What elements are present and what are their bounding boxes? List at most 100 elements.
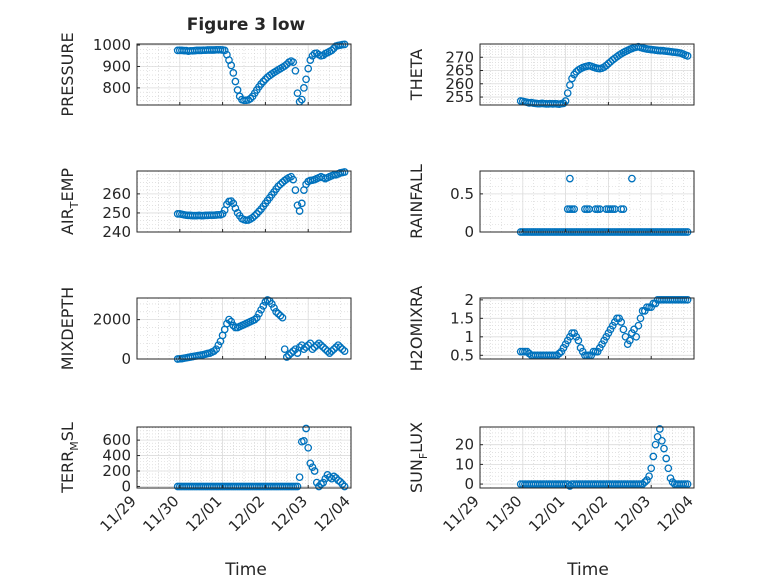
data-point — [647, 464, 656, 473]
data-point — [300, 345, 308, 354]
data-point — [300, 84, 308, 92]
data-point — [306, 56, 315, 64]
data-point — [340, 168, 349, 176]
axes-frame — [479, 43, 695, 106]
data-point — [587, 351, 596, 360]
data-point — [653, 432, 662, 441]
data-point — [229, 199, 238, 208]
y-axis-label: PRESSURE — [58, 32, 77, 116]
y-tick-label: 0.5 — [450, 346, 474, 364]
data-point — [617, 318, 626, 326]
y-tick-label: 600 — [102, 431, 131, 449]
data-point — [272, 307, 280, 316]
y-axis-label: H2OMIXRA — [407, 286, 426, 372]
data-point — [252, 313, 261, 322]
data-point — [274, 309, 283, 318]
data-point — [576, 344, 585, 352]
data-point — [295, 473, 304, 482]
data-point — [227, 197, 236, 205]
data-point — [566, 81, 574, 89]
data-point — [229, 69, 238, 77]
figure-title: Figure 3 low — [187, 15, 306, 35]
y-axis-label: TERRMSL — [58, 422, 81, 494]
data-point — [568, 329, 576, 337]
data-point — [681, 295, 690, 304]
data-point — [662, 454, 671, 463]
data-point — [585, 351, 593, 360]
y-tick-label: 2000 — [93, 311, 131, 329]
data-point — [325, 349, 334, 357]
y-axis-label: AIRTEMP — [58, 168, 81, 235]
data-point — [604, 59, 613, 68]
data-point — [649, 452, 658, 461]
data-point — [563, 89, 572, 97]
data-point — [291, 66, 300, 75]
data-point — [276, 180, 285, 189]
data-point — [291, 186, 300, 194]
data-point — [630, 325, 638, 334]
data-point — [625, 336, 634, 345]
data-point — [317, 341, 325, 350]
y-tick-label: 265 — [445, 62, 474, 80]
data-point — [332, 474, 340, 482]
data-point — [338, 345, 347, 354]
data-point — [572, 332, 581, 341]
subplot-pressure: 800 900 1000 PRESSURE — [58, 32, 352, 117]
data-point — [255, 309, 263, 318]
data-point — [555, 349, 564, 358]
data-point — [574, 336, 583, 345]
data-point — [289, 482, 298, 491]
data-point — [336, 343, 345, 352]
y-axis-label: THETA — [407, 49, 426, 101]
data-point — [225, 315, 233, 324]
y-tick-label: 200 — [102, 462, 131, 480]
x-axis-label-left: Time — [224, 560, 267, 580]
data-point — [250, 211, 259, 220]
subplot-mixdepth: 0 2000 MIXDEPTH — [58, 287, 352, 370]
data-point — [340, 482, 349, 491]
y-tick-label: 0 — [464, 475, 474, 493]
y-axis-label: MIXDEPTH — [58, 287, 77, 370]
data-point — [666, 474, 675, 483]
data-point — [297, 199, 306, 208]
data-point — [255, 207, 263, 216]
y-tick-label: 900 — [102, 57, 131, 75]
data-point — [214, 210, 223, 219]
data-point — [214, 341, 223, 350]
data-point — [658, 436, 666, 445]
data-point — [278, 313, 287, 322]
data-point — [640, 307, 649, 315]
data-point — [521, 347, 529, 356]
data-point — [267, 300, 276, 308]
data-point — [570, 329, 579, 337]
data-point — [231, 204, 240, 213]
data-point — [638, 307, 647, 315]
data-point — [589, 347, 598, 356]
data-point — [559, 344, 568, 352]
data-point — [276, 311, 285, 320]
data-point — [338, 480, 347, 488]
axes-frame — [479, 426, 695, 489]
data-point — [304, 64, 313, 73]
data-point — [606, 205, 615, 213]
data-point — [308, 345, 317, 354]
data-point — [297, 95, 306, 104]
data-point — [645, 472, 653, 481]
axes-frame — [136, 43, 352, 106]
data-point — [220, 46, 229, 55]
data-point — [282, 353, 291, 361]
y-tick-label: 240 — [102, 223, 131, 241]
y-tick-label: 0 — [121, 477, 131, 495]
y-tick-label: 1 — [464, 328, 474, 346]
data-point — [227, 317, 236, 326]
data-point — [643, 303, 651, 312]
data-point — [302, 424, 310, 433]
data-point — [246, 94, 255, 103]
y-tick-label: 1000 — [93, 36, 131, 54]
y-tick-label: 800 — [102, 79, 131, 97]
y-tick-label: 0 — [464, 223, 474, 241]
data-point — [615, 314, 623, 323]
data-point — [683, 480, 692, 488]
data-point — [570, 205, 579, 213]
